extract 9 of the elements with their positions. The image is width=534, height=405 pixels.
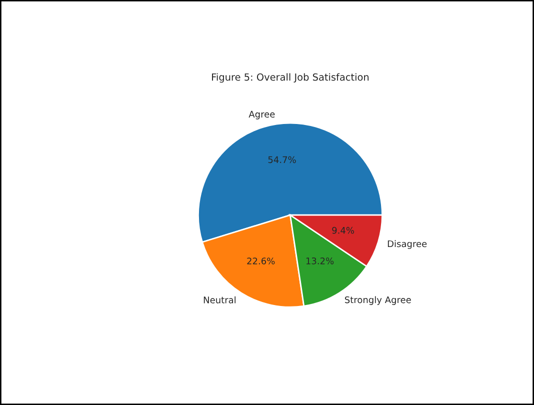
data-label: 54.7% bbox=[268, 156, 296, 164]
data-label: 9.4% bbox=[332, 226, 354, 234]
slice-label: Strongly Agree bbox=[344, 296, 411, 305]
slice-label: Neutral bbox=[204, 296, 236, 304]
chart-title: Figure 5: Overall Job Satisfaction bbox=[212, 73, 369, 83]
slice-label: Agree bbox=[248, 110, 275, 120]
data-label: 13.2% bbox=[306, 257, 334, 264]
data-label: 22.6% bbox=[247, 258, 275, 264]
slice-label: Disagree bbox=[388, 240, 427, 249]
